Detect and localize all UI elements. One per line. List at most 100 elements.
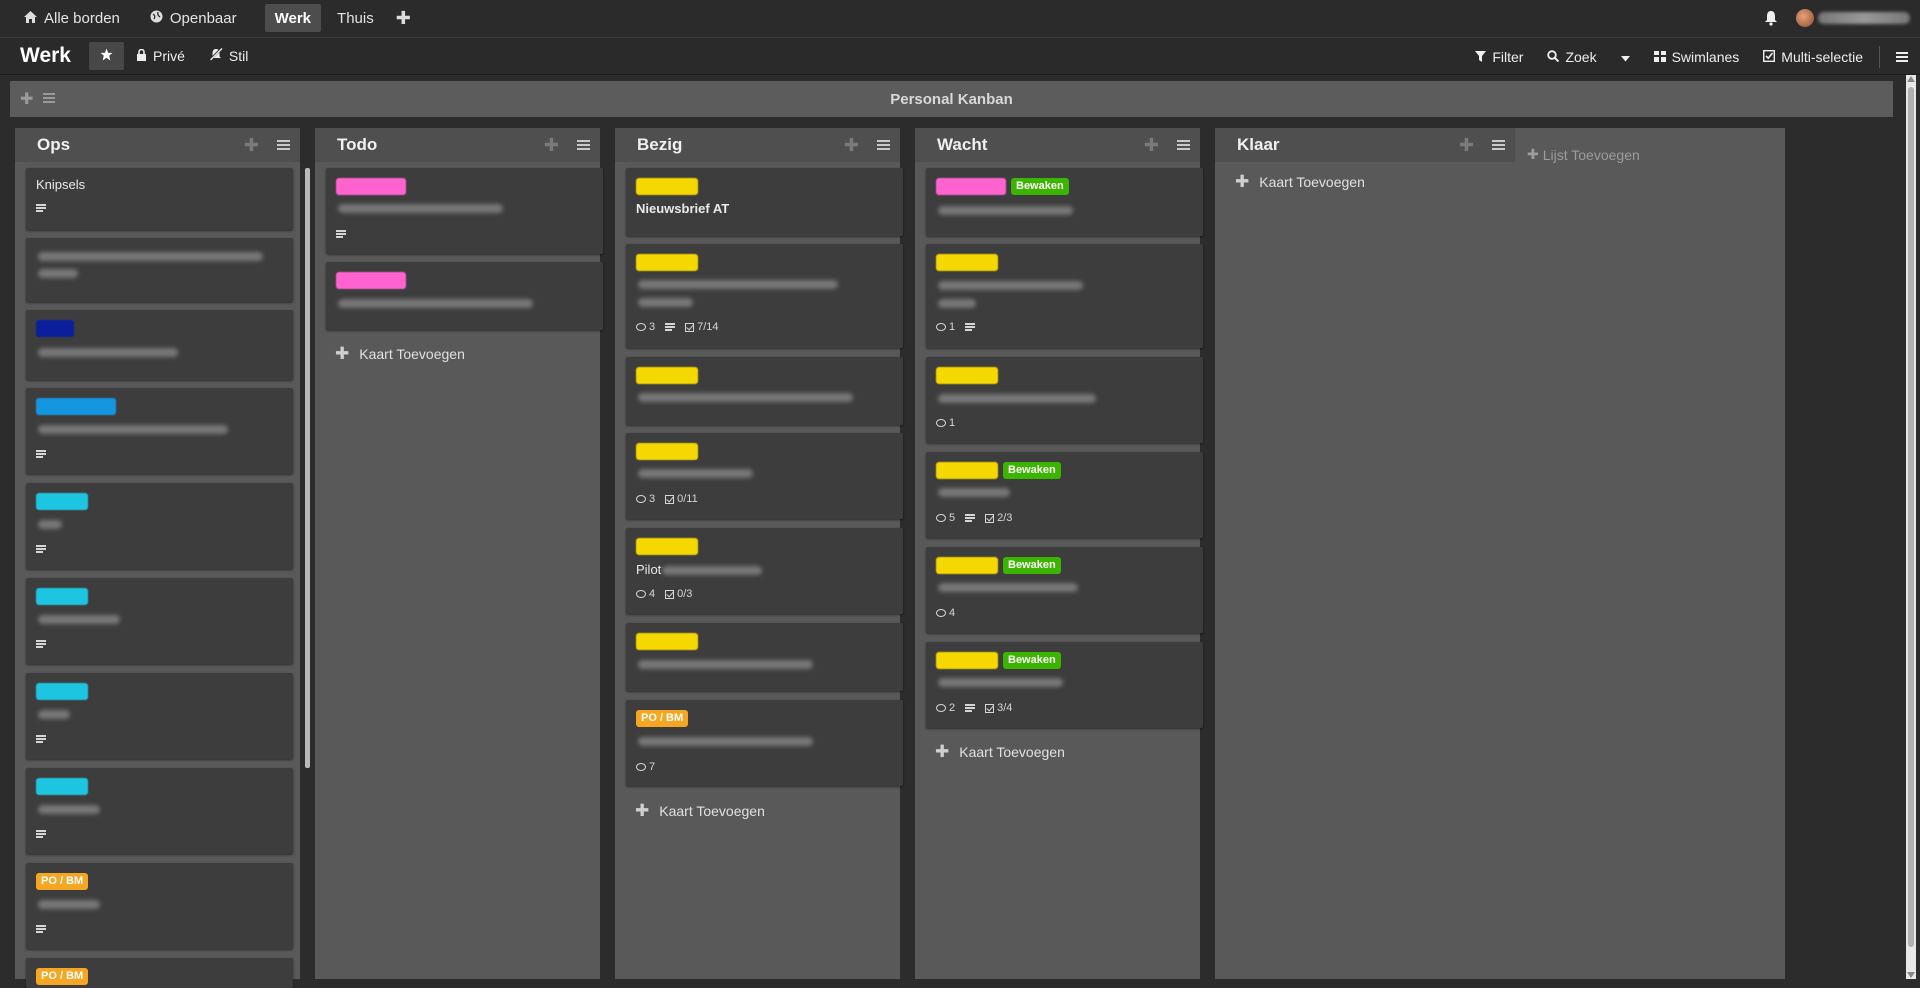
tab-thuis[interactable]: Thuis <box>337 9 374 27</box>
card[interactable] <box>26 673 293 759</box>
card[interactable] <box>326 262 603 330</box>
card[interactable]: PO / BM <box>26 958 293 988</box>
blurred-title <box>38 615 120 624</box>
list-title[interactable]: Ops <box>37 135 71 154</box>
card[interactable] <box>26 310 293 380</box>
card[interactable] <box>626 623 903 691</box>
card-label: PO / BM <box>636 710 689 727</box>
card[interactable] <box>26 388 293 474</box>
add-card-label: Kaart Toevoegen <box>659 803 765 819</box>
comment-count: 3 <box>649 493 656 505</box>
checklist-count: 0/3 <box>677 588 693 600</box>
all-boards-label: Alle borden <box>44 9 120 27</box>
card[interactable]: 1 <box>926 244 1203 348</box>
checklist-badge: 2/3 <box>985 512 1012 524</box>
search-button[interactable]: Zoek <box>1535 43 1608 71</box>
card[interactable]: Pilot 4 0/3 <box>626 528 903 614</box>
list-menu-icon[interactable] <box>577 140 590 150</box>
list-scrollbar[interactable] <box>305 168 310 768</box>
card[interactable]: 3 0/11 <box>626 433 903 519</box>
card[interactable] <box>26 768 293 854</box>
checklist-count: 7/14 <box>697 321 719 333</box>
lock-icon <box>136 48 147 64</box>
scroll-up-arrow-icon[interactable] <box>1907 76 1915 82</box>
user-menu[interactable] <box>1796 9 1910 27</box>
list-title[interactable]: Wacht <box>937 135 988 154</box>
home-icon <box>24 10 37 27</box>
board-title[interactable]: Werk <box>20 44 71 67</box>
card[interactable]: PO / BM <box>26 863 293 949</box>
card[interactable] <box>26 238 293 302</box>
card[interactable] <box>26 578 293 664</box>
blurred-title <box>938 488 1010 497</box>
list-menu-icon[interactable] <box>1177 140 1190 150</box>
watch-level-button[interactable]: Stil <box>197 42 260 70</box>
card[interactable] <box>626 357 903 425</box>
card[interactable]: Bewaken <box>926 168 1203 236</box>
comments-badge: 1 <box>936 321 955 333</box>
watch-level-label: Stil <box>228 48 249 64</box>
card[interactable]: Nieuwsbrief AT <box>626 168 903 236</box>
filter-icon <box>1475 49 1487 65</box>
all-boards-link[interactable]: Alle borden <box>22 4 134 32</box>
card[interactable]: Bewaken 4 <box>926 547 1203 633</box>
public-boards-link[interactable]: Openbaar <box>148 4 251 32</box>
add-card-top-icon[interactable]: ✚ <box>243 134 259 155</box>
add-card-top-icon[interactable]: ✚ <box>543 134 559 155</box>
scrollbar-thumb[interactable] <box>1908 87 1914 947</box>
view-dropdown-button[interactable] <box>1609 43 1642 71</box>
list-title[interactable]: Bezig <box>637 135 683 154</box>
card[interactable]: Bewaken 5 2/3 <box>926 452 1203 538</box>
filter-button[interactable]: Filter <box>1463 43 1535 71</box>
comment-icon <box>636 590 646 598</box>
add-card-button[interactable]: ✚ Kaart Toevoegen <box>1235 172 1365 192</box>
scroll-down-arrow-icon[interactable] <box>1907 972 1915 978</box>
add-list-button[interactable]: ✚ Lijst Toevoegen <box>1527 146 1640 163</box>
checklist-icon <box>665 494 675 504</box>
comments-badge: 5 <box>936 512 955 524</box>
comment-icon <box>636 495 646 503</box>
card[interactable]: Knipsels <box>26 168 293 230</box>
list-menu-icon[interactable] <box>1492 140 1505 150</box>
list-menu-icon[interactable] <box>277 140 290 150</box>
add-card-button[interactable]: ✚ Kaart Toevoegen <box>935 742 1065 762</box>
add-list-column: ✚ Lijst Toevoegen <box>1515 128 1785 979</box>
comments-badge: 4 <box>936 607 955 619</box>
blurred-title <box>338 299 533 308</box>
board-menu-button[interactable] <box>1884 43 1920 71</box>
notifications-bell-icon[interactable] <box>1764 10 1778 26</box>
add-card-label: Kaart Toevoegen <box>959 744 1065 760</box>
card-label <box>36 398 116 415</box>
tab-werk[interactable]: Werk <box>264 4 322 32</box>
list-menu-icon[interactable] <box>877 140 890 150</box>
swimlane-menu-icon[interactable] <box>43 90 56 108</box>
grid-icon <box>1653 49 1666 65</box>
page-scrollbar[interactable] <box>1906 75 1916 979</box>
add-card-top-icon[interactable]: ✚ <box>843 134 859 155</box>
list-title[interactable]: Klaar <box>1237 135 1280 154</box>
list-title[interactable]: Todo <box>337 135 378 154</box>
checklist-icon <box>985 703 995 713</box>
plus-icon: ✚ <box>635 801 650 820</box>
card[interactable]: Bewaken 2 3/4 <box>926 642 1203 728</box>
add-board-icon[interactable]: ✚ <box>395 7 411 28</box>
card[interactable] <box>26 483 293 569</box>
card[interactable]: 3 7/14 <box>626 244 903 348</box>
add-card-top-icon[interactable]: ✚ <box>1458 134 1474 155</box>
add-card-top-icon[interactable]: ✚ <box>1143 134 1159 155</box>
card-label <box>36 683 88 700</box>
add-card-button[interactable]: ✚ Kaart Toevoegen <box>635 801 765 821</box>
visibility-label: Privé <box>152 48 185 64</box>
swimlanes-view-button[interactable]: Swimlanes <box>1642 43 1752 71</box>
multiselect-button[interactable]: Multi-selectie <box>1751 43 1875 71</box>
card[interactable]: 1 <box>926 357 1203 443</box>
card[interactable] <box>326 168 603 254</box>
visibility-button[interactable]: Privé <box>124 42 197 70</box>
star-board-button[interactable] <box>88 42 124 70</box>
card-title: Knipsels <box>36 177 86 192</box>
add-swimlane-icon[interactable]: ✚ <box>20 91 34 108</box>
comment-icon <box>936 704 946 712</box>
add-card-button[interactable]: ✚ Kaart Toevoegen <box>335 344 465 364</box>
card[interactable]: PO / BM 7 <box>626 700 903 786</box>
card-label <box>936 367 998 384</box>
